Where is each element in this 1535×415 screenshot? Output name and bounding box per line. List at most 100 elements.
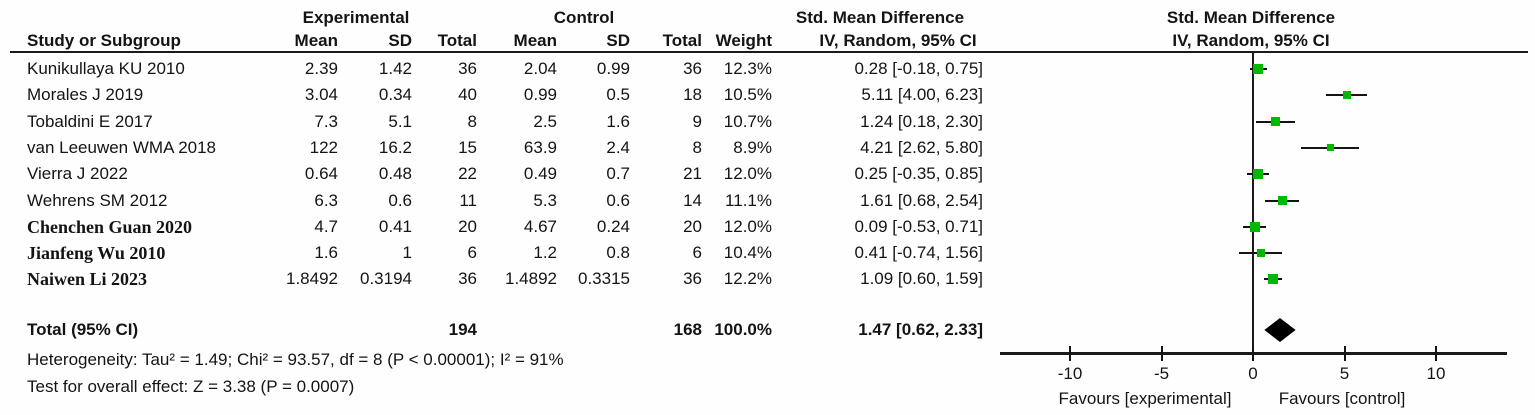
cell-ci: 0.09 [-0.53, 0.71] [854, 216, 983, 236]
cell-weight: 10.5% [723, 85, 772, 105]
column-header-ci: IV, Random, 95% CI [819, 31, 977, 50]
cell-c_mean: 1.2 [533, 243, 557, 263]
total-row-label: Total (95% CI) [27, 320, 139, 339]
cell-c_total: 8 [692, 137, 702, 157]
cell-ci: 5.11 [4.00, 6.23] [861, 85, 983, 105]
total-diamond [1264, 318, 1296, 342]
cell-ci: 1.61 [0.68, 2.54] [860, 190, 983, 210]
cell-ci: 0.28 [-0.18, 0.75] [854, 59, 983, 78]
plot-header-title: Std. Mean Difference [1166, 8, 1336, 27]
column-group-smd: Std. Mean Difference [795, 8, 965, 27]
column-header-ctl-mean: Mean [513, 31, 557, 50]
cell-e_mean: 6.3 [314, 190, 338, 210]
total-exp-n: 194 [448, 320, 477, 339]
cell-e_total: 36 [458, 269, 477, 289]
cell-weight: 12.3% [723, 59, 772, 78]
cell-c_sd: 0.7 [606, 164, 630, 184]
cell-weight: 8.9% [733, 137, 772, 157]
header-separator-line [10, 51, 1528, 53]
cell-c_mean: 2.04 [523, 59, 557, 78]
cell-e_sd: 5.1 [388, 111, 412, 131]
cell-c_sd: 0.3315 [578, 269, 630, 289]
cell-weight: 12.2% [723, 269, 772, 289]
favours-experimental-label: Favours [experimental] [1058, 389, 1232, 408]
cell-e_total: 6 [467, 243, 477, 263]
cell-weight: 10.7% [723, 111, 772, 131]
cell-c_sd: 0.8 [606, 243, 630, 263]
cell-study: Vierra J 2022 [27, 164, 128, 184]
cell-e_mean: 2.39 [304, 59, 338, 78]
cell-c_mean: 4.67 [523, 216, 557, 236]
column-header-ctl-sd: SD [606, 31, 630, 50]
axis-tick-label: 0 [1248, 364, 1258, 383]
axis-tick-label: 10 [1426, 364, 1446, 383]
study-marker [1326, 144, 1334, 152]
axis-tick [1435, 346, 1437, 361]
plot-header-method: IV, Random, 95% CI [1172, 31, 1330, 50]
cell-e_mean: 7.3 [314, 111, 338, 131]
cell-c_total: 36 [683, 269, 702, 289]
cell-weight: 11.1% [725, 190, 772, 210]
cell-e_mean: 1.6 [314, 243, 338, 263]
cell-e_total: 36 [458, 59, 477, 78]
cell-c_mean: 63.9 [523, 137, 557, 157]
zero-line [1252, 53, 1254, 355]
cell-e_mean: 4.7 [314, 216, 338, 236]
cell-c_total: 14 [683, 190, 702, 210]
cell-study: Wehrens SM 2012 [27, 190, 168, 210]
cell-weight: 10.4% [723, 243, 772, 263]
cell-e_sd: 0.34 [378, 85, 412, 105]
axis-tick-label: -10 [1057, 364, 1083, 383]
cell-e_mean: 0.64 [304, 164, 338, 184]
axis-tick-label: 5 [1339, 364, 1350, 383]
total-ci-text: 1.47 [0.62, 2.33] [858, 320, 983, 339]
column-header-weight: Weight [715, 31, 772, 50]
axis-tick [1343, 346, 1346, 361]
cell-c_sd: 1.6 [606, 111, 630, 131]
axis-tick [1069, 346, 1071, 361]
cell-e_mean: 1.8492 [286, 269, 338, 289]
column-header-ctl-total: Total [662, 31, 702, 50]
cell-c_total: 9 [692, 111, 702, 131]
cell-c_total: 21 [683, 164, 702, 184]
cell-c_mean: 5.3 [533, 190, 557, 210]
axis-tick [1252, 346, 1254, 361]
cell-e_total: 11 [459, 190, 477, 210]
study-marker [1267, 274, 1278, 285]
study-marker [1252, 169, 1263, 180]
cell-weight: 12.0% [723, 164, 772, 184]
cell-study: Naiwen Li 2023 [27, 269, 148, 290]
cell-e_sd: 1.42 [378, 59, 412, 78]
cell-e_sd: 0.41 [378, 216, 412, 236]
cell-e_sd: 0.6 [388, 190, 412, 210]
cell-c_mean: 0.99 [523, 85, 557, 105]
column-group-experimental: Experimental [302, 8, 410, 27]
cell-study: Kunikullaya KU 2010 [27, 59, 185, 78]
favours-control-label: Favours [control] [1278, 389, 1406, 408]
cell-e_mean: 122 [309, 137, 338, 157]
cell-c_sd: 0.99 [596, 59, 630, 78]
cell-e_total: 8 [467, 111, 477, 131]
cell-e_mean: 3.04 [304, 85, 338, 105]
study-marker [1342, 91, 1351, 100]
cell-ci: 1.24 [0.18, 2.30] [860, 111, 983, 131]
cell-e_total: 20 [458, 216, 477, 236]
cell-e_sd: 0.3194 [360, 269, 412, 289]
heterogeneity-stats: Heterogeneity: Tau² = 1.49; Chi² = 93.57… [27, 350, 564, 369]
cell-ci: 0.25 [-0.35, 0.85] [854, 164, 983, 184]
cell-e_sd: 1 [402, 243, 412, 263]
column-group-control: Control [553, 8, 615, 27]
cell-study: Jianfeng Wu 2010 [27, 243, 166, 264]
cell-e_total: 15 [458, 137, 477, 157]
cell-c_sd: 2.4 [606, 137, 630, 157]
study-marker [1256, 249, 1265, 258]
study-marker [1277, 196, 1287, 205]
cell-c_mean: 2.5 [533, 111, 557, 131]
cell-ci: 1.09 [0.60, 1.59] [860, 269, 983, 289]
cell-weight: 12.0% [723, 216, 772, 236]
axis-tick-label: -5 [1153, 364, 1170, 383]
column-header-exp-total: Total [437, 31, 477, 50]
cell-c_total: 18 [683, 85, 702, 105]
cell-ci: 0.41 [-0.74, 1.56] [854, 243, 983, 263]
